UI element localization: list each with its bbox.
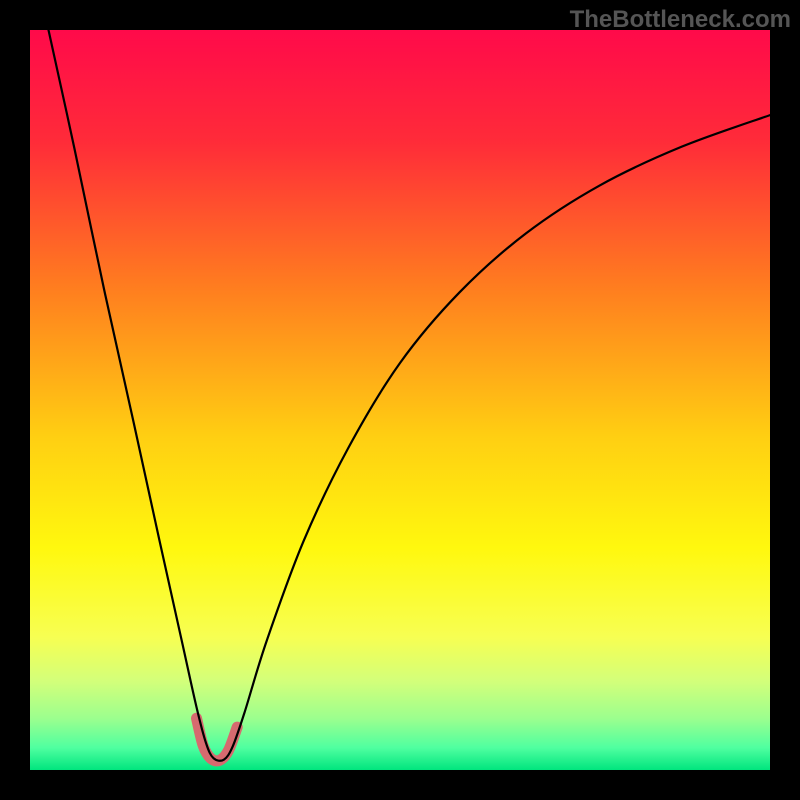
chart-stage: TheBottleneck.com <box>0 0 800 800</box>
bottleneck-chart <box>30 30 770 770</box>
chart-background <box>30 30 770 770</box>
watermark-text: TheBottleneck.com <box>570 6 791 34</box>
